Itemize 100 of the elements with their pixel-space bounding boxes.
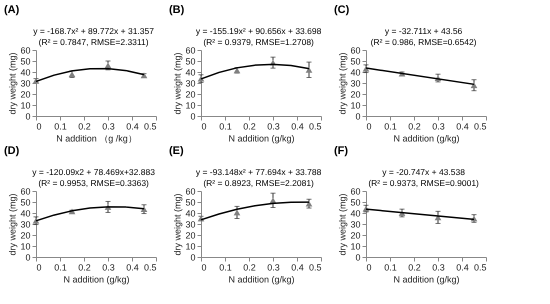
x-tick-label: 0: [366, 122, 372, 132]
y-tick-label: 50: [20, 198, 30, 208]
text: (R² = 0.8923, RMSE=2.2081): [203, 178, 314, 188]
chart-title: (F): [334, 145, 348, 157]
y-tick-label: 20: [185, 90, 196, 100]
y-tick-label: 40: [350, 68, 360, 78]
y-axis-title: dry weight (mg): [172, 52, 182, 115]
chart-title: (C): [334, 4, 350, 16]
y-tick-label: 20: [185, 230, 196, 240]
x-tick-label: 0.1: [54, 122, 67, 132]
x-tick-label: 0.5: [144, 122, 156, 132]
y-tick-label: 60: [350, 46, 360, 56]
y-tick-label: 0: [355, 112, 360, 122]
text: (R² = 0.986, RMSE=0.6542): [370, 37, 477, 47]
y-tick-label: 10: [20, 100, 30, 110]
y-tick-label: 50: [350, 56, 360, 66]
y-tick-label: 0: [355, 252, 360, 262]
y-tick-label: 50: [185, 56, 196, 66]
x-axis-title: N addition (g/kg): [393, 134, 460, 144]
y-tick-label: 0: [25, 252, 30, 262]
x-tick-label: 0.1: [219, 122, 232, 132]
text: y = -32.711x + 43.56: [384, 26, 463, 36]
x-axis-title: N addition (g/kg): [228, 274, 295, 284]
x-axis-title: N addition (g/kg): [228, 134, 295, 144]
x-tick-label: 0.5: [474, 122, 486, 132]
y-tick-label: 50: [185, 198, 196, 208]
y-tick-label: 30: [185, 78, 196, 88]
text: (R² = 0.9953, RMSE=0.3363): [38, 178, 150, 188]
y-tick-label: 10: [185, 100, 196, 110]
y-tick-label: 20: [20, 90, 30, 100]
text: y = -93.148x² + 77.694x + 33.788: [196, 167, 322, 177]
x-tick-label: 0.3: [102, 262, 115, 272]
x-axis-title: N addition (g/kg): [393, 274, 460, 284]
y-axis-title: dry weight (mg): [172, 193, 182, 256]
x-tick-label: 0.3: [267, 262, 280, 272]
x-axis-title: N addition (g/kg): [63, 274, 130, 284]
y-tick-label: 30: [185, 220, 196, 230]
y-tick-label: 30: [350, 78, 360, 88]
y-tick-label: 0: [190, 112, 196, 122]
y-tick-label: 10: [185, 242, 196, 252]
x-tick-label: 0: [202, 122, 207, 132]
x-tick-label: 0.2: [78, 122, 91, 132]
y-tick-label: 60: [185, 46, 196, 56]
x-tick-label: 0.5: [308, 122, 322, 132]
x-tick-label: 0.4: [126, 122, 139, 132]
y-tick-label: 50: [350, 198, 360, 208]
text: y = -155.19x² + 90.656x + 33.698: [196, 26, 322, 36]
x-axis-title: N addition （g /kg）: [56, 134, 137, 144]
y-tick-label: 20: [350, 90, 360, 100]
y-tick-label: 60: [350, 186, 360, 196]
x-tick-label: 0.4: [291, 262, 304, 272]
text: (R² = 0.9373, RMSE=0.9001): [368, 178, 480, 188]
text: (R² = 0.9379, RMSE=1.2708): [203, 37, 314, 47]
y-tick-label: 40: [185, 208, 196, 218]
x-tick-label: 0.5: [474, 262, 486, 272]
x-tick-label: 0.4: [126, 262, 139, 272]
text: y = -168.7x² + 89.772x + 31.357: [33, 26, 154, 36]
y-tick-label: 60: [185, 186, 196, 196]
chart-title: (A): [4, 4, 20, 16]
x-tick-label: 0.2: [78, 262, 91, 272]
x-tick-label: 0.5: [308, 262, 322, 272]
text: y = -120.09x2 + 78.469x+32.883: [32, 167, 156, 177]
x-tick-label: 0.2: [408, 262, 421, 272]
x-tick-label: 0.1: [54, 262, 67, 272]
y-tick-label: 10: [20, 242, 30, 252]
y-tick-label: 40: [20, 208, 30, 218]
y-tick-label: 10: [350, 100, 360, 110]
y-tick-label: 20: [350, 230, 360, 240]
x-tick-label: 0: [366, 262, 372, 272]
x-tick-label: 0.1: [219, 262, 232, 272]
y-tick-label: 40: [185, 68, 196, 78]
y-tick-label: 20: [20, 230, 30, 240]
y-axis-title: dry weight (mg): [337, 193, 348, 256]
chart-title: (B): [169, 4, 185, 16]
y-tick-label: 40: [20, 68, 30, 78]
y-tick-label: 50: [20, 56, 30, 66]
chart-title: (E): [169, 145, 184, 157]
x-tick-label: 0.4: [291, 122, 304, 132]
y-tick-label: 40: [350, 208, 360, 218]
x-tick-label: 0.2: [243, 122, 256, 132]
x-tick-label: 0.3: [432, 122, 445, 132]
x-tick-label: 0: [36, 262, 42, 272]
y-tick-label: 30: [20, 78, 30, 88]
text: (R² = 0.7847, RMSE=2.3311): [38, 37, 149, 47]
text: y = -20.747x + 43.538: [382, 167, 466, 177]
x-tick-label: 0: [36, 122, 42, 132]
y-tick-label: 60: [20, 46, 30, 56]
x-tick-label: 0.2: [408, 122, 421, 132]
y-tick-label: 10: [350, 242, 360, 252]
x-tick-label: 0.4: [456, 262, 469, 272]
chart-title: (D): [4, 145, 20, 157]
x-tick-label: 0.4: [456, 122, 469, 132]
y-tick-label: 30: [350, 220, 360, 230]
y-axis-title: dry weight (mg): [337, 52, 348, 115]
y-tick-label: 0: [25, 112, 30, 122]
x-tick-label: 0.1: [384, 122, 397, 132]
y-tick-label: 60: [20, 186, 30, 196]
x-tick-label: 0.3: [432, 262, 445, 272]
y-axis-title: dry weight (mg): [7, 52, 18, 115]
y-tick-label: 30: [20, 220, 30, 230]
